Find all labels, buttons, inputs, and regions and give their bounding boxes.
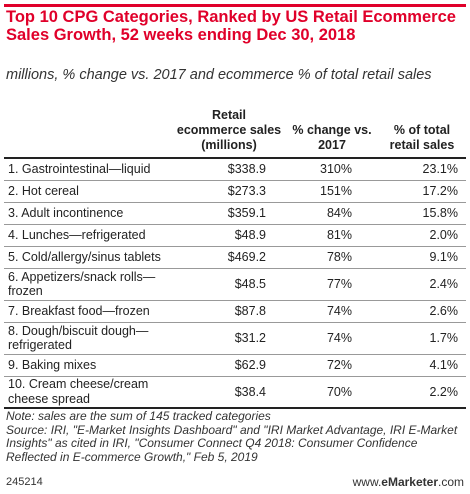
share-cell: 2.0% <box>378 224 466 247</box>
change-cell: 151% <box>286 180 378 203</box>
sales-cell: $87.8 <box>172 300 286 323</box>
chart-footnote: Note: sales are the sum of 145 tracked c… <box>6 409 466 464</box>
change-cell: 74% <box>286 322 378 355</box>
chart-subtitle: millions, % change vs. 2017 and ecommerc… <box>6 67 432 83</box>
column-header-change: % change vs. 2017 <box>286 108 378 159</box>
category-cell: 3. Adult incontinence <box>4 202 172 225</box>
top-accent-rule <box>4 4 466 7</box>
change-cell: 72% <box>286 354 378 377</box>
chart-id: 245214 <box>6 476 43 488</box>
table-row: 1. Gastrointestinal—liquid $338.9 310% 23.1… <box>4 158 466 181</box>
brand-logo[interactable]: www.eMarketer.com <box>353 475 464 489</box>
table-row: 7. Breakfast food—frozen $87.8 74% 2.6% <box>4 300 466 323</box>
sales-cell: $338.9 <box>172 158 286 181</box>
table-row: 8. Dough/biscuit dough—refrigerated $31.2… <box>4 322 466 355</box>
category-cell: 8. Dough/biscuit dough—refrigerated <box>4 322 172 355</box>
change-cell: 78% <box>286 246 378 269</box>
column-header-sales: Retail ecommerce sales (millions) <box>172 108 286 159</box>
table-row: 10. Cream cheese/cream cheese spread $38.… <box>4 376 466 409</box>
sales-cell: $48.5 <box>172 268 286 301</box>
share-cell: 2.4% <box>378 268 466 301</box>
table-body: 1. Gastrointestinal—liquid $338.9 310% 23.1… <box>4 158 466 409</box>
share-cell: 1.7% <box>378 322 466 355</box>
category-cell: 10. Cream cheese/cream cheese spread <box>4 376 172 409</box>
category-cell: 4. Lunches—refrigerated <box>4 224 172 247</box>
share-cell: 23.1% <box>378 158 466 181</box>
share-cell: 2.6% <box>378 300 466 323</box>
share-cell: 17.2% <box>378 180 466 203</box>
data-table: Retail ecommerce sales (millions) % chan… <box>4 108 466 409</box>
sales-cell: $31.2 <box>172 322 286 355</box>
category-cell: 9. Baking mixes <box>4 354 172 377</box>
change-cell: 84% <box>286 202 378 225</box>
change-cell: 74% <box>286 300 378 323</box>
sales-cell: $273.3 <box>172 180 286 203</box>
category-cell: 2. Hot cereal <box>4 180 172 203</box>
share-cell: 4.1% <box>378 354 466 377</box>
share-cell: 15.8% <box>378 202 466 225</box>
change-cell: 81% <box>286 224 378 247</box>
note-text: Note: sales are the sum of 145 tracked c… <box>6 409 271 423</box>
category-cell: 7. Breakfast food—frozen <box>4 300 172 323</box>
table-row: 5. Cold/allergy/sinus tablets $469.2 78% 9.… <box>4 246 466 269</box>
change-cell: 310% <box>286 158 378 181</box>
brand-suffix: .com <box>437 475 464 489</box>
change-cell: 77% <box>286 268 378 301</box>
sales-cell: $359.1 <box>172 202 286 225</box>
table-header-row: Retail ecommerce sales (millions) % chan… <box>4 108 466 159</box>
category-cell: 1. Gastrointestinal—liquid <box>4 158 172 181</box>
column-header-share: % of total retail sales <box>378 108 466 159</box>
share-cell: 2.2% <box>378 376 466 409</box>
share-cell: 9.1% <box>378 246 466 269</box>
category-cell: 5. Cold/allergy/sinus tablets <box>4 246 172 269</box>
category-cell: 6. Appetizers/snack rolls—frozen <box>4 268 172 301</box>
sales-cell: $38.4 <box>172 376 286 409</box>
table-row: 9. Baking mixes $62.9 72% 4.1% <box>4 354 466 377</box>
table-row: 3. Adult incontinence $359.1 84% 15.8% <box>4 202 466 225</box>
brand-prefix: www. <box>352 475 382 489</box>
column-header-category <box>4 108 172 159</box>
source-text: Source: IRI, "E-Market Insights Dashboar… <box>6 422 458 464</box>
table-row: 2. Hot cereal $273.3 151% 17.2% <box>4 180 466 203</box>
table-row: 4. Lunches—refrigerated $48.9 81% 2.0% <box>4 224 466 247</box>
sales-cell: $48.9 <box>172 224 286 247</box>
chart-title: Top 10 CPG Categories, Ranked by US Reta… <box>6 8 456 44</box>
table-row: 6. Appetizers/snack rolls—frozen $48.5 77%… <box>4 268 466 301</box>
change-cell: 70% <box>286 376 378 409</box>
brand-name: eMarketer <box>381 475 438 489</box>
sales-cell: $469.2 <box>172 246 286 269</box>
sales-cell: $62.9 <box>172 354 286 377</box>
